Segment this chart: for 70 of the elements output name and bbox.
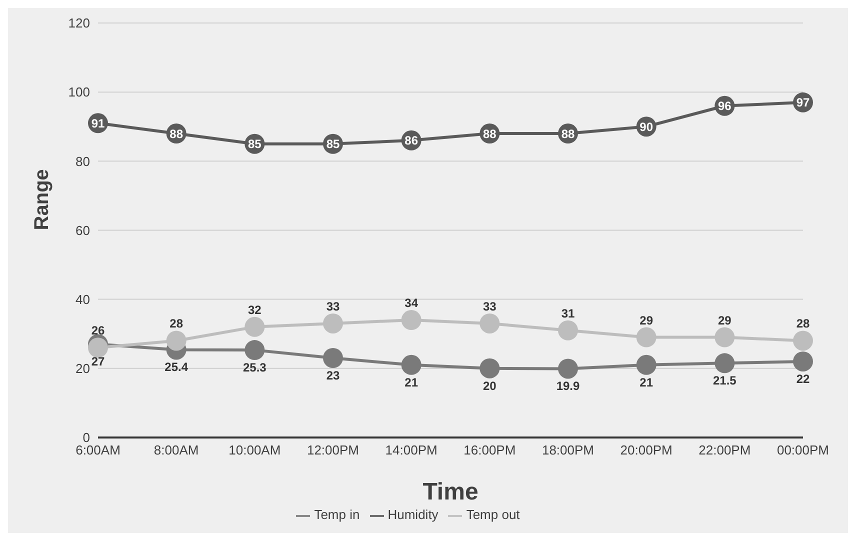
data-label: 85 <box>326 137 340 152</box>
point <box>714 353 735 374</box>
x-tick-label: 6:00AM <box>76 442 120 458</box>
data-label: 96 <box>718 99 732 114</box>
y-tick-label: 60 <box>76 222 90 238</box>
legend-label: Humidity <box>388 507 438 522</box>
data-label: 29 <box>640 313 654 328</box>
data-label: 31 <box>561 306 575 320</box>
y-tick-label: 120 <box>68 16 90 31</box>
x-axis-title: Time <box>422 478 478 506</box>
data-label: 28 <box>170 316 184 331</box>
data-label: 97 <box>796 96 810 110</box>
x-tick-label: 8:00AM <box>154 442 199 458</box>
data-label: 27 <box>91 354 105 369</box>
data-label: 33 <box>326 299 340 314</box>
x-tick-label: 20:00PM <box>620 442 672 458</box>
data-label: 25.4 <box>164 360 188 374</box>
data-label: 21.5 <box>712 374 737 388</box>
y-tick-label: 40 <box>76 292 90 307</box>
data-label: 21 <box>640 375 654 390</box>
x-tick-label: 10:00AM <box>228 442 281 458</box>
data-label: 21 <box>404 375 418 390</box>
point <box>166 330 186 351</box>
data-label: 32 <box>248 302 262 317</box>
x-tick-label: 14:00PM <box>385 442 438 458</box>
data-label: 26 <box>91 324 105 338</box>
x-tick-label: 00:00PM <box>776 442 830 458</box>
point <box>714 327 735 348</box>
point <box>88 338 108 358</box>
y-tick-label: 0 <box>82 430 90 446</box>
data-label: 19.9 <box>556 379 580 394</box>
legend-label: Temp out <box>466 507 520 522</box>
x-tick-label: 18:00PM <box>542 442 594 458</box>
data-label: 88 <box>482 126 497 141</box>
y-tick-label: 100 <box>68 84 90 100</box>
point <box>793 351 813 372</box>
x-tick-label: 22:00PM <box>698 442 751 458</box>
data-label: 90 <box>640 120 654 134</box>
data-label: 22 <box>796 372 810 386</box>
data-label: 91 <box>91 116 105 130</box>
point <box>558 320 578 340</box>
data-label: 34 <box>404 296 418 310</box>
y-tick-label: 80 <box>76 154 90 169</box>
point <box>323 348 343 368</box>
point <box>480 313 500 334</box>
data-label: 86 <box>404 134 418 148</box>
y-axis-title: Range <box>31 169 54 230</box>
data-label: 25.3 <box>242 360 267 375</box>
data-label: 88 <box>170 126 184 141</box>
x-tick-label: 16:00PM <box>464 442 516 458</box>
point <box>558 358 578 379</box>
point <box>401 354 422 375</box>
data-label: 28 <box>796 316 810 331</box>
data-label: 33 <box>482 299 497 314</box>
data-label: 85 <box>248 137 262 152</box>
data-label: 20 <box>482 378 497 393</box>
point <box>480 358 500 378</box>
point <box>636 327 656 348</box>
point <box>323 313 343 334</box>
point <box>244 316 265 337</box>
data-label: 23 <box>326 368 340 383</box>
data-label: 88 <box>561 126 575 141</box>
x-tick-label: 12:00PM <box>306 442 360 458</box>
point <box>793 330 813 351</box>
point <box>401 310 422 330</box>
point <box>244 340 265 360</box>
point <box>636 354 656 375</box>
y-tick-label: 20 <box>76 360 90 376</box>
legend-label: Temp in <box>314 507 360 522</box>
data-label: 29 <box>718 313 732 328</box>
